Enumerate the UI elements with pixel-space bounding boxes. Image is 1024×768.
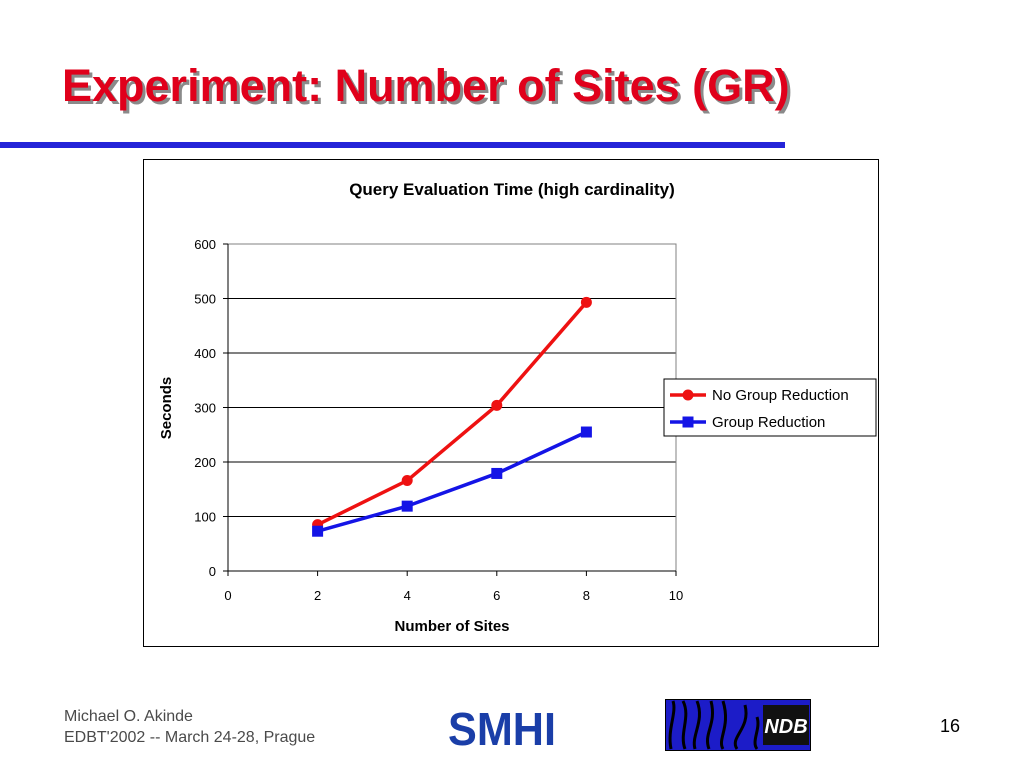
axes: 0 100 200 300 400 500 600 0 2 4 6 8 10 <box>194 237 683 603</box>
chart-legend: No Group Reduction Group Reduction <box>663 378 877 437</box>
point-marker-circle <box>491 399 503 411</box>
legend-entry: No Group Reduction <box>670 387 849 404</box>
series-lines <box>312 296 592 537</box>
y-tick-label: 0 <box>209 564 216 579</box>
point-marker-square <box>491 467 503 479</box>
point-marker-circle <box>401 475 413 487</box>
y-tick-label: 300 <box>194 401 216 416</box>
y-tick-label: 500 <box>194 292 216 307</box>
x-tick-label: 10 <box>669 588 683 603</box>
y-axis-label: Seconds <box>158 377 175 440</box>
series-group-reduction <box>312 426 592 537</box>
chart-title: Query Evaluation Time (high cardinality) <box>349 180 675 199</box>
x-axis-label: Number of Sites <box>394 618 509 635</box>
x-tick-label: 0 <box>224 588 231 603</box>
ndb-logo-text: NDB <box>764 716 807 738</box>
line-chart: Query Evaluation Time (high cardinality)… <box>158 180 877 635</box>
footer-credits: Michael O. Akinde EDBT'2002 -- March 24-… <box>64 706 315 748</box>
ndb-logo-panel <box>763 705 809 745</box>
ndb-logo-waves <box>668 700 760 750</box>
x-tick-label: 4 <box>404 588 411 603</box>
point-marker-circle <box>682 389 694 401</box>
legend-label: Group Reduction <box>712 414 825 431</box>
legend-entry: Group Reduction <box>670 414 825 431</box>
point-marker-circle <box>580 296 592 308</box>
x-tick-label: 6 <box>493 588 500 603</box>
series-no-group-reduction <box>312 296 592 531</box>
x-tick-label: 8 <box>583 588 590 603</box>
series-line <box>316 301 588 527</box>
point-marker-square <box>401 500 413 512</box>
legend-label: No Group Reduction <box>712 387 849 404</box>
page-number: 16 <box>940 716 961 736</box>
point-marker-square <box>580 426 592 438</box>
title-underline-rule <box>0 142 785 148</box>
series-line <box>317 430 588 533</box>
y-tick-label: 200 <box>194 455 216 470</box>
gridlines <box>228 243 676 517</box>
y-tick-label: 600 <box>194 237 216 252</box>
ndb-logo: NDB <box>665 699 811 751</box>
footer-author-name: Michael O. Akinde <box>64 708 193 725</box>
point-marker-square <box>682 416 694 428</box>
smhi-logo: SMHI <box>448 703 556 749</box>
x-tick-label: 2 <box>314 588 321 603</box>
y-tick-label: 100 <box>194 510 216 525</box>
legend-box <box>663 378 877 437</box>
point-marker-square <box>312 525 324 537</box>
y-tick-label: 400 <box>194 346 216 361</box>
chart-frame: Query Evaluation Time (high cardinality)… <box>143 159 879 647</box>
footer-event: EDBT'2002 -- March 24-28, Prague <box>64 729 316 746</box>
smhi-logo-text: SMHI <box>448 703 556 749</box>
slide-title: Experiment: Number of Sites (GR) <box>62 60 790 111</box>
